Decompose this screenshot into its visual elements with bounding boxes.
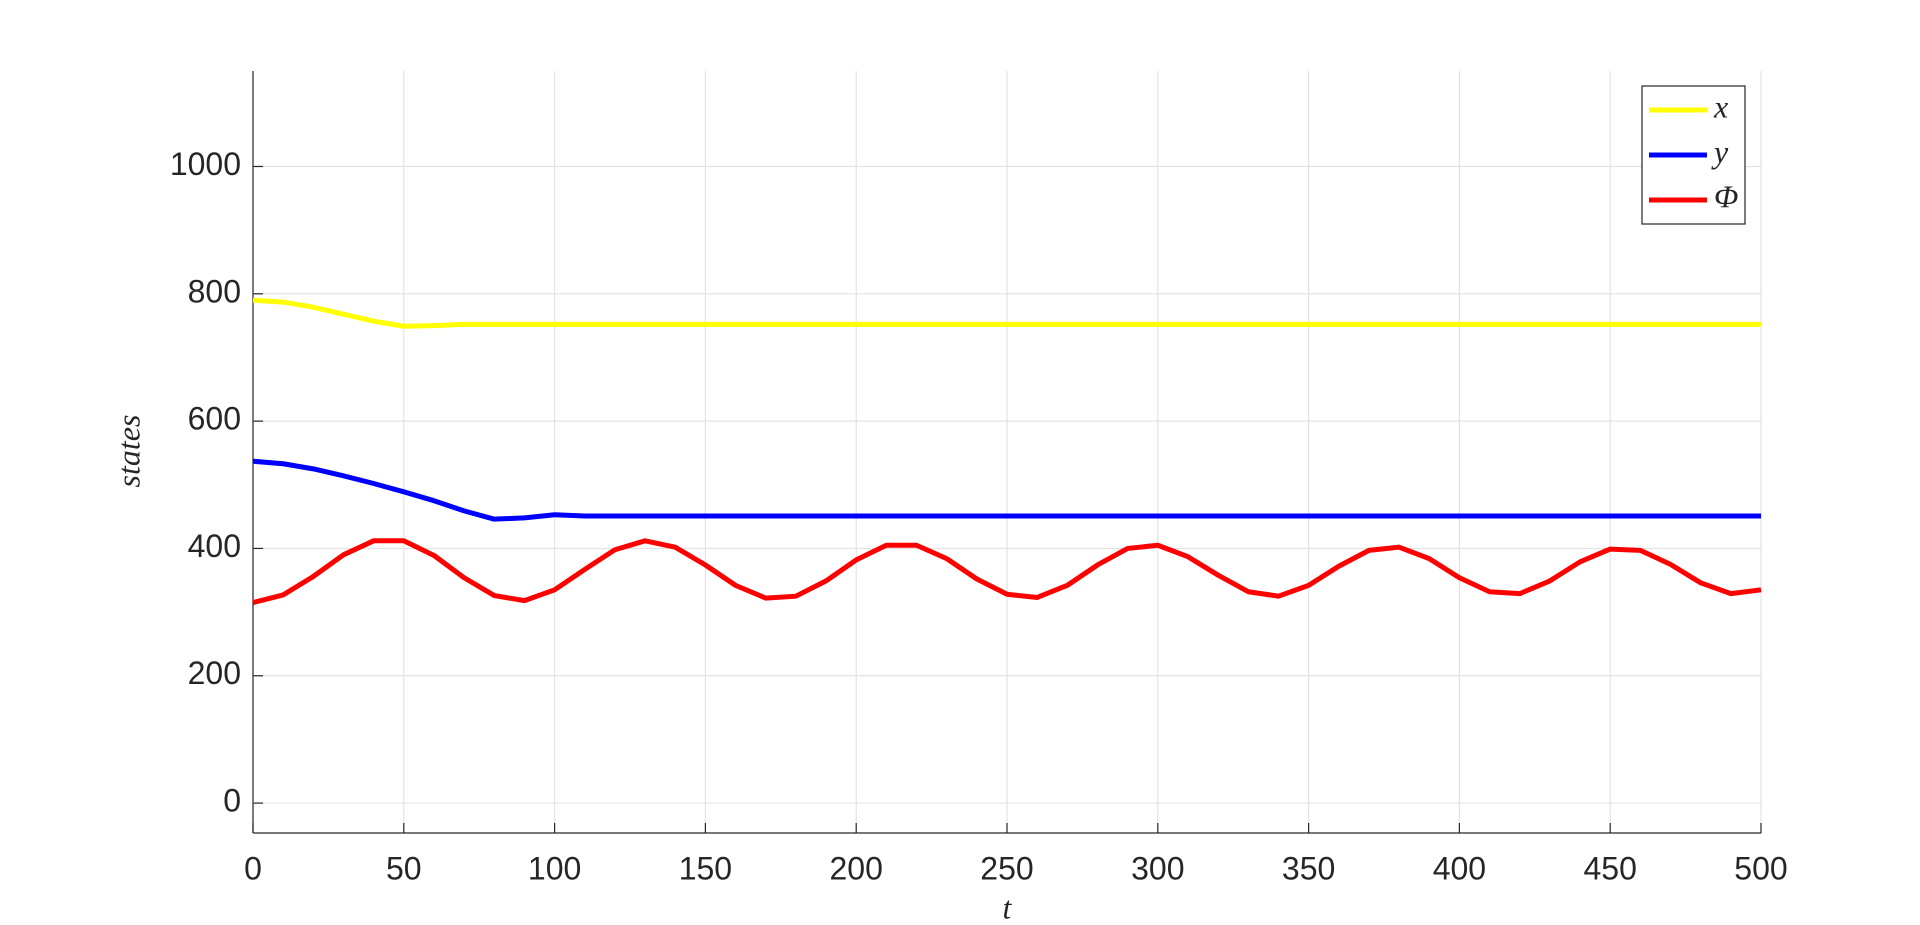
legend-label: x [1713, 88, 1728, 124]
y-tick-label: 400 [188, 528, 241, 564]
series-line [252, 458, 1761, 522]
x-tick-label: 400 [1433, 850, 1486, 886]
y-tick-label: 0 [223, 783, 241, 819]
series-line [252, 538, 1762, 605]
x-tick-label: 450 [1584, 850, 1637, 886]
legend-label: Φ [1714, 178, 1738, 214]
y-axis-label: states [110, 415, 146, 488]
x-tick-label: 50 [386, 850, 422, 886]
x-tick-label: 150 [679, 850, 732, 886]
x-tick-label: 500 [1734, 850, 1787, 886]
x-tick-label: 0 [244, 850, 262, 886]
x-axis-label: t [1003, 889, 1013, 925]
x-tick-label: 200 [830, 850, 883, 886]
y-tick-label: 200 [188, 655, 241, 691]
series-line [252, 297, 1761, 329]
x-tick-label: 350 [1282, 850, 1335, 886]
x-tick-label: 100 [528, 850, 581, 886]
legend-label: y [1711, 133, 1729, 169]
y-tick-label: 800 [188, 273, 241, 309]
y-tick-label: 600 [188, 401, 241, 437]
x-tick-label: 300 [1131, 850, 1184, 886]
x-tick-label: 250 [980, 850, 1033, 886]
y-tick-label: 1000 [170, 146, 241, 182]
